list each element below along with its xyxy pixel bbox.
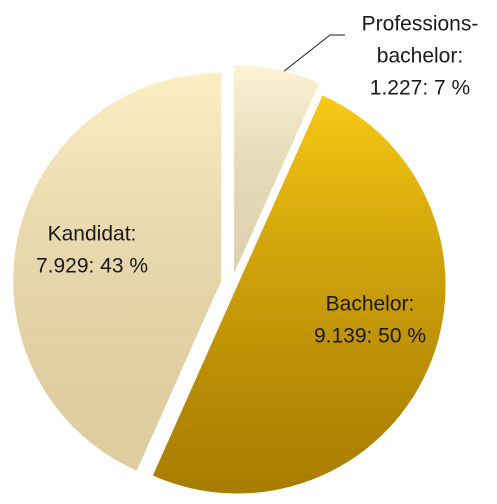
slice-value-label: 9.139: 50 %: [314, 325, 426, 348]
slice-label: Kandidat:: [48, 223, 137, 246]
slice-label: Professions-: [362, 13, 479, 36]
slice-value-label: 1.227: 7 %: [370, 77, 470, 100]
slice-label: bachelor:: [377, 45, 463, 68]
leader-line: [282, 34, 345, 73]
slice-label: Bachelor:: [326, 293, 415, 316]
slice-value-label: 7.929: 43 %: [36, 255, 148, 278]
